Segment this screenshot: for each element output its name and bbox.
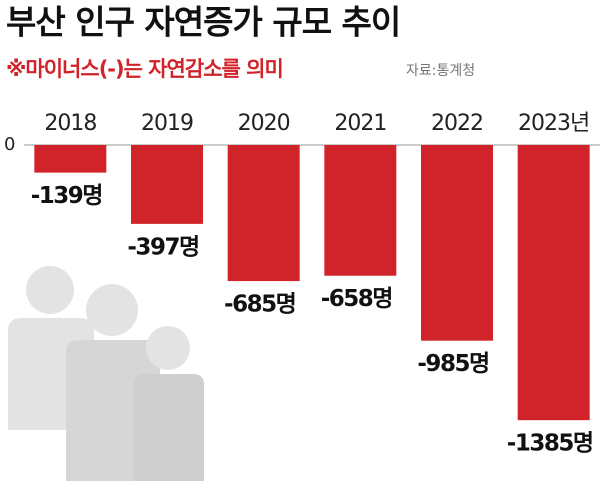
x-tick-label: 2021 bbox=[334, 111, 386, 136]
bar bbox=[517, 145, 590, 421]
bar bbox=[34, 145, 107, 173]
x-tick-label: 2018 bbox=[44, 111, 96, 136]
value-label: -1385명 bbox=[507, 431, 593, 457]
x-tick-label: 2022 bbox=[431, 111, 483, 136]
bar bbox=[421, 145, 493, 341]
value-label: -397명 bbox=[127, 234, 198, 260]
y-tick-label: 0 bbox=[4, 134, 15, 155]
bar bbox=[227, 145, 300, 282]
x-tick-label: 2023년 bbox=[518, 111, 589, 136]
value-label: -658명 bbox=[321, 286, 392, 312]
chart-subtitle: ※마이너스(-)는 자연감소를 의미 bbox=[6, 57, 283, 81]
value-label: -985명 bbox=[417, 351, 488, 377]
people-illustration bbox=[8, 266, 204, 481]
x-tick-label: 2020 bbox=[238, 111, 290, 136]
bar bbox=[131, 145, 203, 224]
source: 자료:통계청 bbox=[406, 63, 475, 79]
x-tick-label: 2019 bbox=[141, 111, 193, 136]
value-label: -685명 bbox=[224, 292, 295, 318]
value-label: -139명 bbox=[31, 183, 102, 209]
chart-title: 부산 인구 자연증가 규모 추이 bbox=[6, 3, 400, 42]
bar bbox=[324, 145, 397, 276]
